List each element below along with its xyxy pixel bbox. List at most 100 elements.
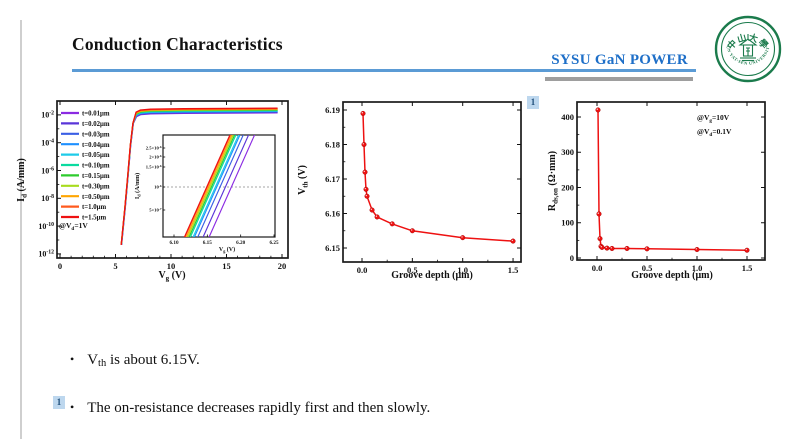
inset-x-tick-label: 6.20: [236, 240, 245, 246]
inset-series-line: [188, 135, 236, 237]
x-tick-label: 1.0: [457, 265, 468, 275]
inset-y-tick-label: 1.5×10-6: [146, 164, 162, 170]
data-point-highlight: [361, 112, 364, 114]
data-point-highlight: [695, 248, 697, 250]
x-tick-label: 20: [278, 261, 287, 271]
data-point: [624, 245, 630, 251]
plot-frame: [576, 101, 766, 261]
data-point: [744, 247, 750, 253]
x-tick-label: 1.5: [742, 263, 753, 273]
condition-annotation: @Vd=0.1V: [697, 127, 732, 138]
inset-y-tick-label: 5×10-7: [149, 207, 162, 213]
inset-frame: [162, 134, 276, 238]
y-tick-label: 400: [561, 112, 574, 122]
y-tick-label: 100: [561, 218, 574, 228]
data-point: [374, 214, 380, 220]
inset-x-tick-label: 6.25: [269, 240, 278, 246]
inset-series-line: [202, 135, 250, 237]
brand-underline-bar: [545, 77, 693, 81]
data-point: [389, 221, 395, 227]
x-tick-label: 5: [113, 261, 117, 271]
data-point: [597, 236, 603, 242]
x-tick-label: 15: [222, 261, 231, 271]
bullet-text: Vth is about 6.15V.: [87, 352, 200, 370]
id-vg-transfer-chart: 0 5 10 15 20 10-2 10-4 10-6 10-8 10-10 10-12 Vg (V)…: [16, 100, 289, 283]
data-point-highlight: [375, 215, 378, 217]
y-axis-label: Id (A/mm): [16, 158, 29, 202]
inset-series-line: [208, 135, 256, 237]
y-tick-label: 10-2: [41, 111, 54, 120]
condition-annotation: @Vg=10V: [697, 113, 730, 124]
inset-x-tick-label: 6.15: [203, 240, 212, 246]
x-tick-label: 10: [167, 261, 176, 271]
data-point-highlight: [370, 208, 373, 211]
data-point: [364, 193, 370, 199]
data-point: [460, 235, 466, 241]
x-tick-label: 0.0: [592, 263, 603, 273]
bullet-marker: •: [70, 400, 75, 414]
data-point-highlight: [365, 194, 368, 197]
slide-note-badge: 1: [53, 396, 65, 409]
legend-label: t=0.10μm: [82, 163, 110, 170]
bullet-marker: •: [70, 352, 75, 366]
data-point-highlight: [390, 222, 393, 224]
y-tick-label: 200: [561, 182, 574, 192]
y-tick-label: 300: [561, 147, 574, 157]
inset-series-line: [187, 135, 234, 237]
y-tick-label: 10-4: [41, 138, 54, 147]
bullet-text: The on-resistance decreases rapidly firs…: [87, 400, 431, 416]
y-tick-label: 10-8: [41, 194, 54, 203]
data-point-highlight: [745, 248, 747, 251]
inset-y-tick-label: 2×10-6: [149, 154, 162, 160]
page-edge-line: [20, 20, 22, 439]
legend-label: t=0.50μm: [82, 194, 110, 201]
bullet-item-vth: • Vth is about 6.15V.: [70, 352, 200, 369]
data-point: [409, 228, 415, 234]
x-tick-label: 1.0: [692, 263, 703, 273]
data-point-highlight: [364, 187, 367, 190]
x-tick-label: 0.0: [357, 265, 368, 275]
inset-series-line: [192, 135, 240, 237]
inset-series-line: [185, 135, 233, 237]
data-point: [360, 110, 366, 116]
data-point: [510, 238, 516, 244]
data-point-highlight: [363, 170, 366, 173]
legend-label: t=1.5μm: [82, 215, 106, 222]
x-axis-label: Vg (V): [158, 270, 185, 283]
data-point-highlight: [625, 247, 627, 249]
series-line: [362, 113, 514, 242]
inset-series-line: [189, 135, 237, 237]
legend-label: t=0.30μm: [82, 183, 110, 190]
data-point-highlight: [610, 247, 612, 249]
x-axis-label: Groove depth (μm): [391, 270, 473, 281]
legend-label: t=0.01μm: [82, 111, 110, 118]
legend-label: t=0.03μm: [82, 131, 110, 138]
y-tick-label: 6.16: [325, 208, 340, 218]
y-axis-label: Vth (V): [297, 165, 310, 195]
x-tick-label: 0.5: [642, 263, 653, 273]
data-point-highlight: [596, 108, 598, 110]
university-logo: 中山大學 SUN YAT-SEN UNIVERSITY: [713, 14, 782, 83]
bullet-item-on-resistance: • The on-resistance decreases rapidly fi…: [70, 400, 430, 417]
logo-tower-emblem: [738, 34, 758, 62]
data-point-highlight: [645, 247, 647, 249]
brand-text: SYSU GaN POWER: [551, 52, 688, 68]
inset-y-tick-label: 2.5×10-6: [146, 145, 162, 151]
series-line: [120, 107, 278, 245]
title-underline: [72, 69, 696, 72]
legend-label: t=1.0μm: [82, 204, 106, 211]
y-tick-label: 10-6: [41, 166, 54, 175]
data-point-highlight: [598, 237, 600, 239]
data-point: [694, 247, 700, 253]
data-point-highlight: [597, 212, 599, 214]
inset-series-line: [197, 135, 244, 237]
data-point-highlight: [461, 236, 463, 238]
x-tick-label: 0: [58, 261, 62, 271]
data-point: [595, 107, 601, 113]
x-axis-label: Groove depth (μm): [631, 270, 713, 281]
y-tick-label: 6.15: [325, 243, 340, 253]
y-tick-label: 10-10: [38, 222, 54, 231]
inset-y-tick-label: 10-6: [154, 184, 162, 190]
legend-label: t=0.15μm: [82, 173, 110, 180]
